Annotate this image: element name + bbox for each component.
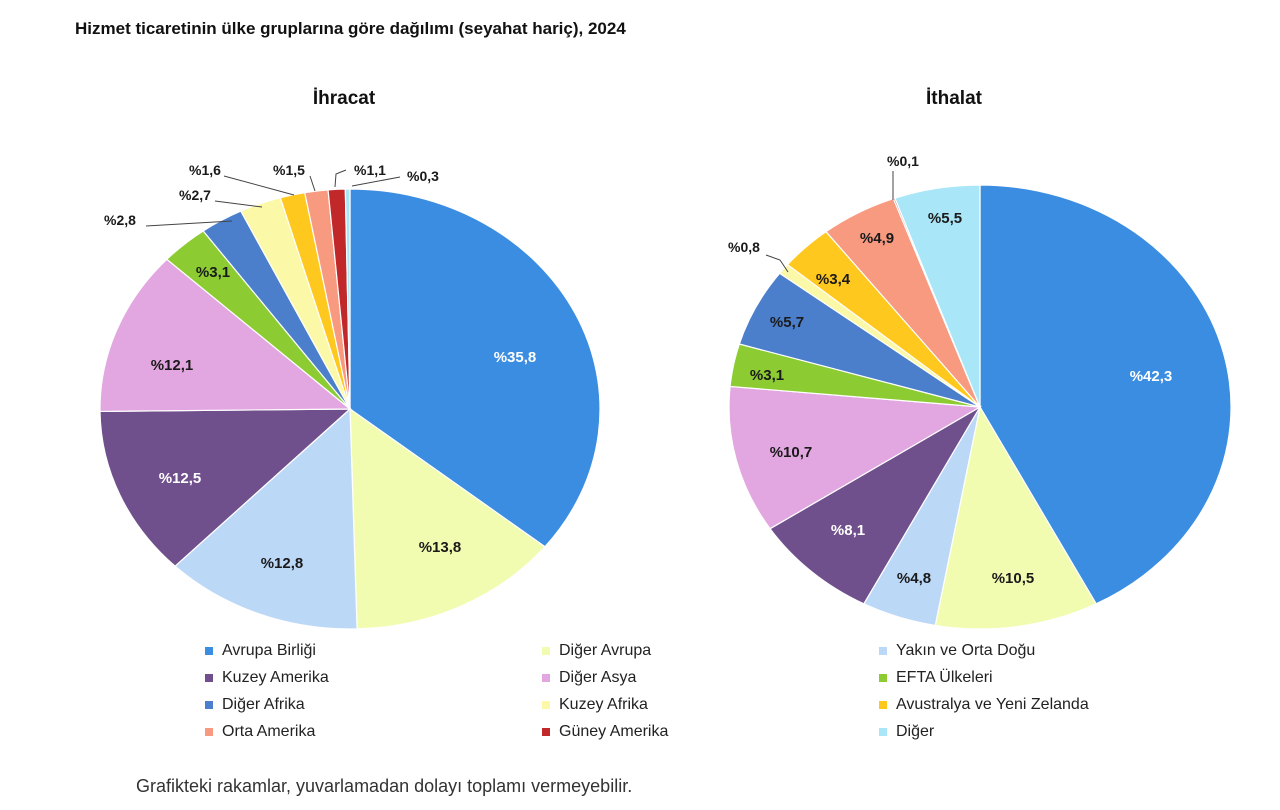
- legend-label: EFTA Ülkeleri: [896, 669, 993, 686]
- export-leader-line-diger-afrika: [145, 220, 233, 227]
- export-pie: %35,8 %13,8 %12,8 %12,5 %12,1 %3,1 %2,8 %2,7 %1,…: [99, 162, 601, 630]
- export-pie-title: İhracat: [312, 88, 376, 109]
- export-data-label-avrupa-birligi: %35,8: [494, 349, 537, 366]
- import-data-label-efta-ulkeleri: %3,1: [750, 367, 784, 384]
- import-data-label-diger-afrika: %5,7: [770, 314, 804, 331]
- legend-label: Kuzey Amerika: [222, 669, 329, 686]
- export-data-label-kuzey-afrika: %2,7: [179, 187, 211, 203]
- import-slice-diger: [894, 184, 981, 408]
- import-data-label-diger: %5,5: [928, 210, 962, 227]
- legend-item-kuzey-afrika: Kuzey Afrika: [542, 695, 879, 715]
- legend-swatch: [542, 728, 550, 736]
- export-data-label-avustralya-ve-yeni-zelanda: %1,6: [189, 162, 221, 178]
- import-data-label-guney-amerika: %0,1: [887, 153, 919, 169]
- import-data-label-diger-asya: %10,7: [770, 444, 813, 461]
- legend-swatch: [879, 701, 887, 709]
- import-data-label-orta-amerika: %4,9: [860, 230, 894, 247]
- export-leader-line-diger: [351, 176, 401, 187]
- legend-item-diger: Diğer: [879, 722, 1209, 742]
- export-leader-line-kuzey-afrika: [214, 200, 263, 208]
- legend-swatch: [205, 701, 213, 709]
- legend-label: Diğer Asya: [559, 669, 637, 686]
- import-data-label-avrupa-birligi: %42,3: [1130, 368, 1173, 385]
- export-slice-diger: [344, 188, 351, 410]
- legend-item-diger-asya: Diğer Asya: [542, 668, 879, 688]
- pie-charts: %35,8 %13,8 %12,8 %12,5 %12,1 %3,1 %2,8 %2,7 %1,…: [99, 153, 1232, 630]
- export-leader-line-guney-amerika: [334, 169, 347, 188]
- import-data-label-avustralya-ve-yeni-zelanda: %3,4: [816, 271, 851, 288]
- export-data-label-yakin-ve-orta-dogu: %12,8: [261, 555, 304, 572]
- export-data-label-efta-ulkeleri: %3,1: [196, 264, 230, 281]
- legend-label: Güney Amerika: [559, 723, 669, 740]
- export-data-label-diger-avrupa: %13,8: [419, 539, 462, 556]
- export-data-label-guney-amerika: %1,1: [354, 162, 386, 178]
- export-data-label-diger-afrika: %2,8: [104, 212, 136, 228]
- export-leader-line-avustralya-ve-yeni-zelanda: [223, 175, 295, 196]
- import-leader-line-kuzey-afrika: [765, 254, 789, 273]
- legend-item-avustralya-ve-yeni-zelanda: Avustralya ve Yeni Zelanda: [879, 695, 1209, 715]
- legend-swatch: [542, 674, 550, 682]
- legend-item-guney-amerika: Güney Amerika: [542, 722, 879, 742]
- export-data-label-diger: %0,3: [407, 168, 439, 184]
- legend-swatch: [205, 674, 213, 682]
- legend-item-diger-avrupa: Diğer Avrupa: [542, 641, 879, 661]
- legend-label: Orta Amerika: [222, 723, 316, 740]
- legend-label: Avrupa Birliği: [222, 642, 316, 659]
- export-slice-yakin-ve-orta-dogu: [174, 407, 358, 630]
- legend-label: Diğer Afrika: [222, 696, 305, 713]
- export-slice-diger-avrupa: [349, 407, 546, 630]
- legend-item-avrupa-birligi: Avrupa Birliği: [205, 641, 542, 661]
- legend-label: Yakın ve Orta Doğu: [896, 642, 1036, 659]
- export-leader-line-orta-amerika: [309, 175, 316, 192]
- legend-item-yakin-ve-orta-dogu: Yakın ve Orta Doğu: [879, 641, 1209, 661]
- import-data-label-diger-avrupa: %10,5: [992, 570, 1035, 587]
- footnote: Grafikteki rakamlar, yuvarlamadan dolayı…: [136, 776, 633, 796]
- legend-label: Kuzey Afrika: [559, 696, 648, 713]
- export-data-label-diger-asya: %12,1: [151, 357, 194, 374]
- legend-label: Avustralya ve Yeni Zelanda: [896, 696, 1089, 713]
- legend-swatch: [879, 728, 887, 736]
- legend-swatch: [542, 647, 550, 655]
- legend-swatch: [879, 647, 887, 655]
- legend-swatch: [542, 701, 550, 709]
- import-slice-avrupa-birligi: [979, 184, 1232, 605]
- import-slice-diger-avrupa: [934, 405, 1098, 630]
- legend-swatch: [205, 647, 213, 655]
- export-slice-kuzey-amerika: [99, 408, 352, 567]
- legend-label: Diğer: [896, 723, 935, 740]
- import-data-label-kuzey-amerika: %8,1: [831, 522, 865, 539]
- legend: Avrupa Birliği Diğer Avrupa Yakın ve Orta …: [205, 641, 1205, 742]
- export-slice-avrupa-birligi: [349, 188, 601, 548]
- legend-item-kuzey-amerika: Kuzey Amerika: [205, 668, 542, 688]
- import-pie-title: İthalat: [926, 88, 982, 109]
- import-slice-kuzey-amerika: [769, 405, 982, 605]
- legend-item-diger-afrika: Diğer Afrika: [205, 695, 542, 715]
- import-data-label-kuzey-afrika: %0,8: [728, 239, 760, 255]
- export-data-label-kuzey-amerika: %12,5: [159, 470, 202, 487]
- import-slice-diger-asya: [728, 385, 982, 530]
- export-data-label-orta-amerika: %1,5: [273, 162, 305, 178]
- chart-title: Hizmet ticaretinin ülke gruplarına göre …: [75, 19, 626, 38]
- legend-item-efta-ulkeleri: EFTA Ülkeleri: [879, 668, 1209, 688]
- legend-item-orta-amerika: Orta Amerika: [205, 722, 542, 742]
- legend-swatch: [879, 674, 887, 682]
- import-data-label-yakin-ve-orta-dogu: %4,8: [897, 570, 931, 587]
- legend-swatch: [205, 728, 213, 736]
- export-slice-diger-asya: [99, 258, 352, 413]
- legend-label: Diğer Avrupa: [559, 642, 652, 659]
- import-pie: %42,3 %10,5 %4,8 %8,1 %10,7 %3,1 %5,7 %0,8 %3,4%…: [728, 153, 1232, 630]
